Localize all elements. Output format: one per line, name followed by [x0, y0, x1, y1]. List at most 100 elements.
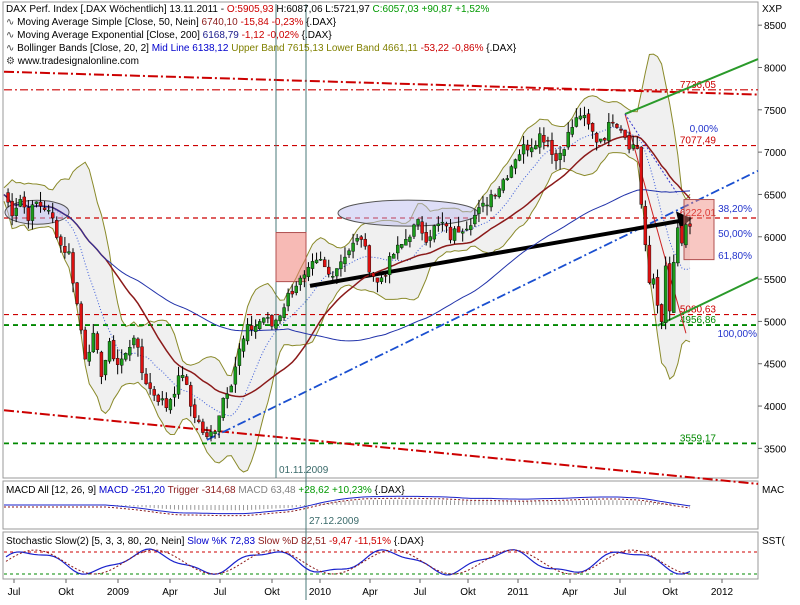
candle-body: [680, 225, 684, 244]
candle-body: [534, 145, 538, 150]
candle-body: [428, 236, 432, 241]
candle-body: [189, 385, 193, 407]
candle-body: [103, 359, 108, 376]
legend-ema: ∿ Moving Average Exponential [Close, 200…: [6, 30, 332, 41]
candle-body: [363, 238, 367, 247]
candle-body: [481, 202, 485, 207]
x-tick-label: Jul: [614, 587, 627, 598]
legend-sma: ∿ Moving Average Simple [Close, 50, Nein…: [6, 17, 337, 28]
legend-segment: {.DAX}: [303, 17, 336, 28]
ohlc-value: C:6057,03: [370, 4, 419, 15]
candle-body: [448, 226, 453, 241]
candle-body: [241, 338, 246, 352]
candle-body: [160, 398, 165, 401]
macd-panel: MACD All [12, 26, 9] MACD -251,20 Trigge…: [4, 485, 784, 517]
candle-body: [335, 268, 339, 277]
legend-segment: -9,47: [326, 536, 352, 547]
y-tick-label: 6500: [764, 190, 787, 201]
candle-body: [38, 201, 43, 207]
legend-segment: -11,51%: [352, 536, 391, 547]
ohlc-value: +1,52%: [452, 4, 489, 15]
legend-segment: Stochastic Slow(2) [5, 3, 3, 80, 20, Nei…: [6, 536, 185, 547]
candle-body: [128, 347, 132, 356]
indicator-icon: ∿: [6, 17, 17, 28]
candle-body: [322, 259, 327, 268]
candle-body: [140, 346, 144, 374]
legend-segment: -53,22 -0,86%: [418, 43, 484, 54]
candle-body: [375, 277, 380, 283]
candle-body: [197, 419, 201, 422]
candle-body: [367, 245, 372, 273]
candle-body: [164, 398, 169, 409]
candle-body: [566, 131, 570, 148]
candle-body: [245, 324, 250, 342]
candle-body: [521, 144, 526, 155]
candle-body: [111, 340, 116, 360]
x-tick-label: Okt: [264, 587, 280, 598]
ellipse-middle: [337, 199, 479, 227]
candle-body: [432, 225, 436, 240]
fib-level-label: 38,20%: [718, 204, 752, 215]
candle-body: [607, 122, 611, 141]
candle-body: [290, 290, 294, 295]
candle-body: [603, 138, 607, 141]
y-tick-label: 3500: [764, 444, 787, 455]
indicator-icon: ⚙: [6, 56, 18, 67]
date-annotation: 27.12.2009: [309, 516, 359, 527]
legend-segment: MACD All [12, 26, 9]: [6, 485, 96, 496]
x-tick-label: Apr: [562, 587, 578, 598]
legend-segment: Mid Line 6138,12: [149, 43, 229, 54]
candle-body: [225, 393, 229, 399]
candle-body: [570, 127, 574, 135]
fib-blue-line: [624, 113, 679, 195]
candle-body: [180, 375, 185, 378]
x-tick-label: 2012: [711, 587, 734, 598]
candle-body: [371, 272, 376, 277]
fib-level-label: 61,80%: [718, 251, 752, 262]
x-tick-label: Okt: [662, 587, 678, 598]
legend-segment: Trigger -314,68: [165, 485, 236, 496]
candle-body: [184, 376, 189, 385]
legend-bollinger: ∿ Bollinger Bands [Close, 20, 2] Mid Lin…: [6, 43, 517, 54]
macd-line: [4, 495, 691, 515]
x-tick-label: Okt: [460, 587, 476, 598]
legend-segment: Lower Band 4661,11: [324, 43, 419, 54]
legend-segment: www.tradesignalonline.com: [17, 56, 139, 67]
candle-body: [497, 188, 501, 197]
candle-body: [26, 207, 31, 221]
legend-segment: -15,84: [238, 17, 270, 28]
candle-body: [676, 227, 680, 264]
candle-body: [355, 237, 359, 242]
candle-body: [270, 314, 274, 327]
legend-segment: -0,23%: [269, 17, 304, 28]
candle-body: [152, 389, 156, 396]
date-annotation: 01.11.2009: [279, 465, 329, 476]
candle-body: [509, 166, 514, 178]
candle-body: [46, 209, 51, 212]
legend-website: ⚙ www.tradesignalonline.com: [6, 56, 139, 67]
stochastic-legend: Stochastic Slow(2) [5, 3, 3, 80, 20, Nei…: [6, 536, 425, 547]
green-channel-upper: [624, 58, 759, 115]
candle-body: [456, 226, 461, 233]
bollinger-mid-line: [3, 126, 691, 417]
legend-segment: +28,62: [296, 485, 330, 496]
candle-body: [87, 351, 91, 362]
legend-segment: 6740,10: [199, 17, 238, 28]
candle-body: [18, 199, 22, 207]
candle-body: [639, 146, 643, 205]
candle-body: [233, 366, 238, 385]
x-tick-label: Jul: [414, 587, 427, 598]
candle-body: [383, 275, 388, 277]
x-tick-label: Jul: [8, 587, 21, 598]
legend-segment: {.DAX}: [391, 536, 424, 547]
highlight-box-left: [275, 232, 307, 283]
ohlc-value: O:5905,93: [227, 4, 274, 15]
candle-body: [542, 135, 546, 143]
candle-body: [460, 231, 465, 234]
price-panel-frame: [2, 1, 759, 479]
candle-body: [213, 431, 217, 435]
candle-body: [42, 207, 47, 210]
level-label: 7077,49: [680, 136, 717, 147]
level-label: 7736,05: [680, 80, 717, 91]
